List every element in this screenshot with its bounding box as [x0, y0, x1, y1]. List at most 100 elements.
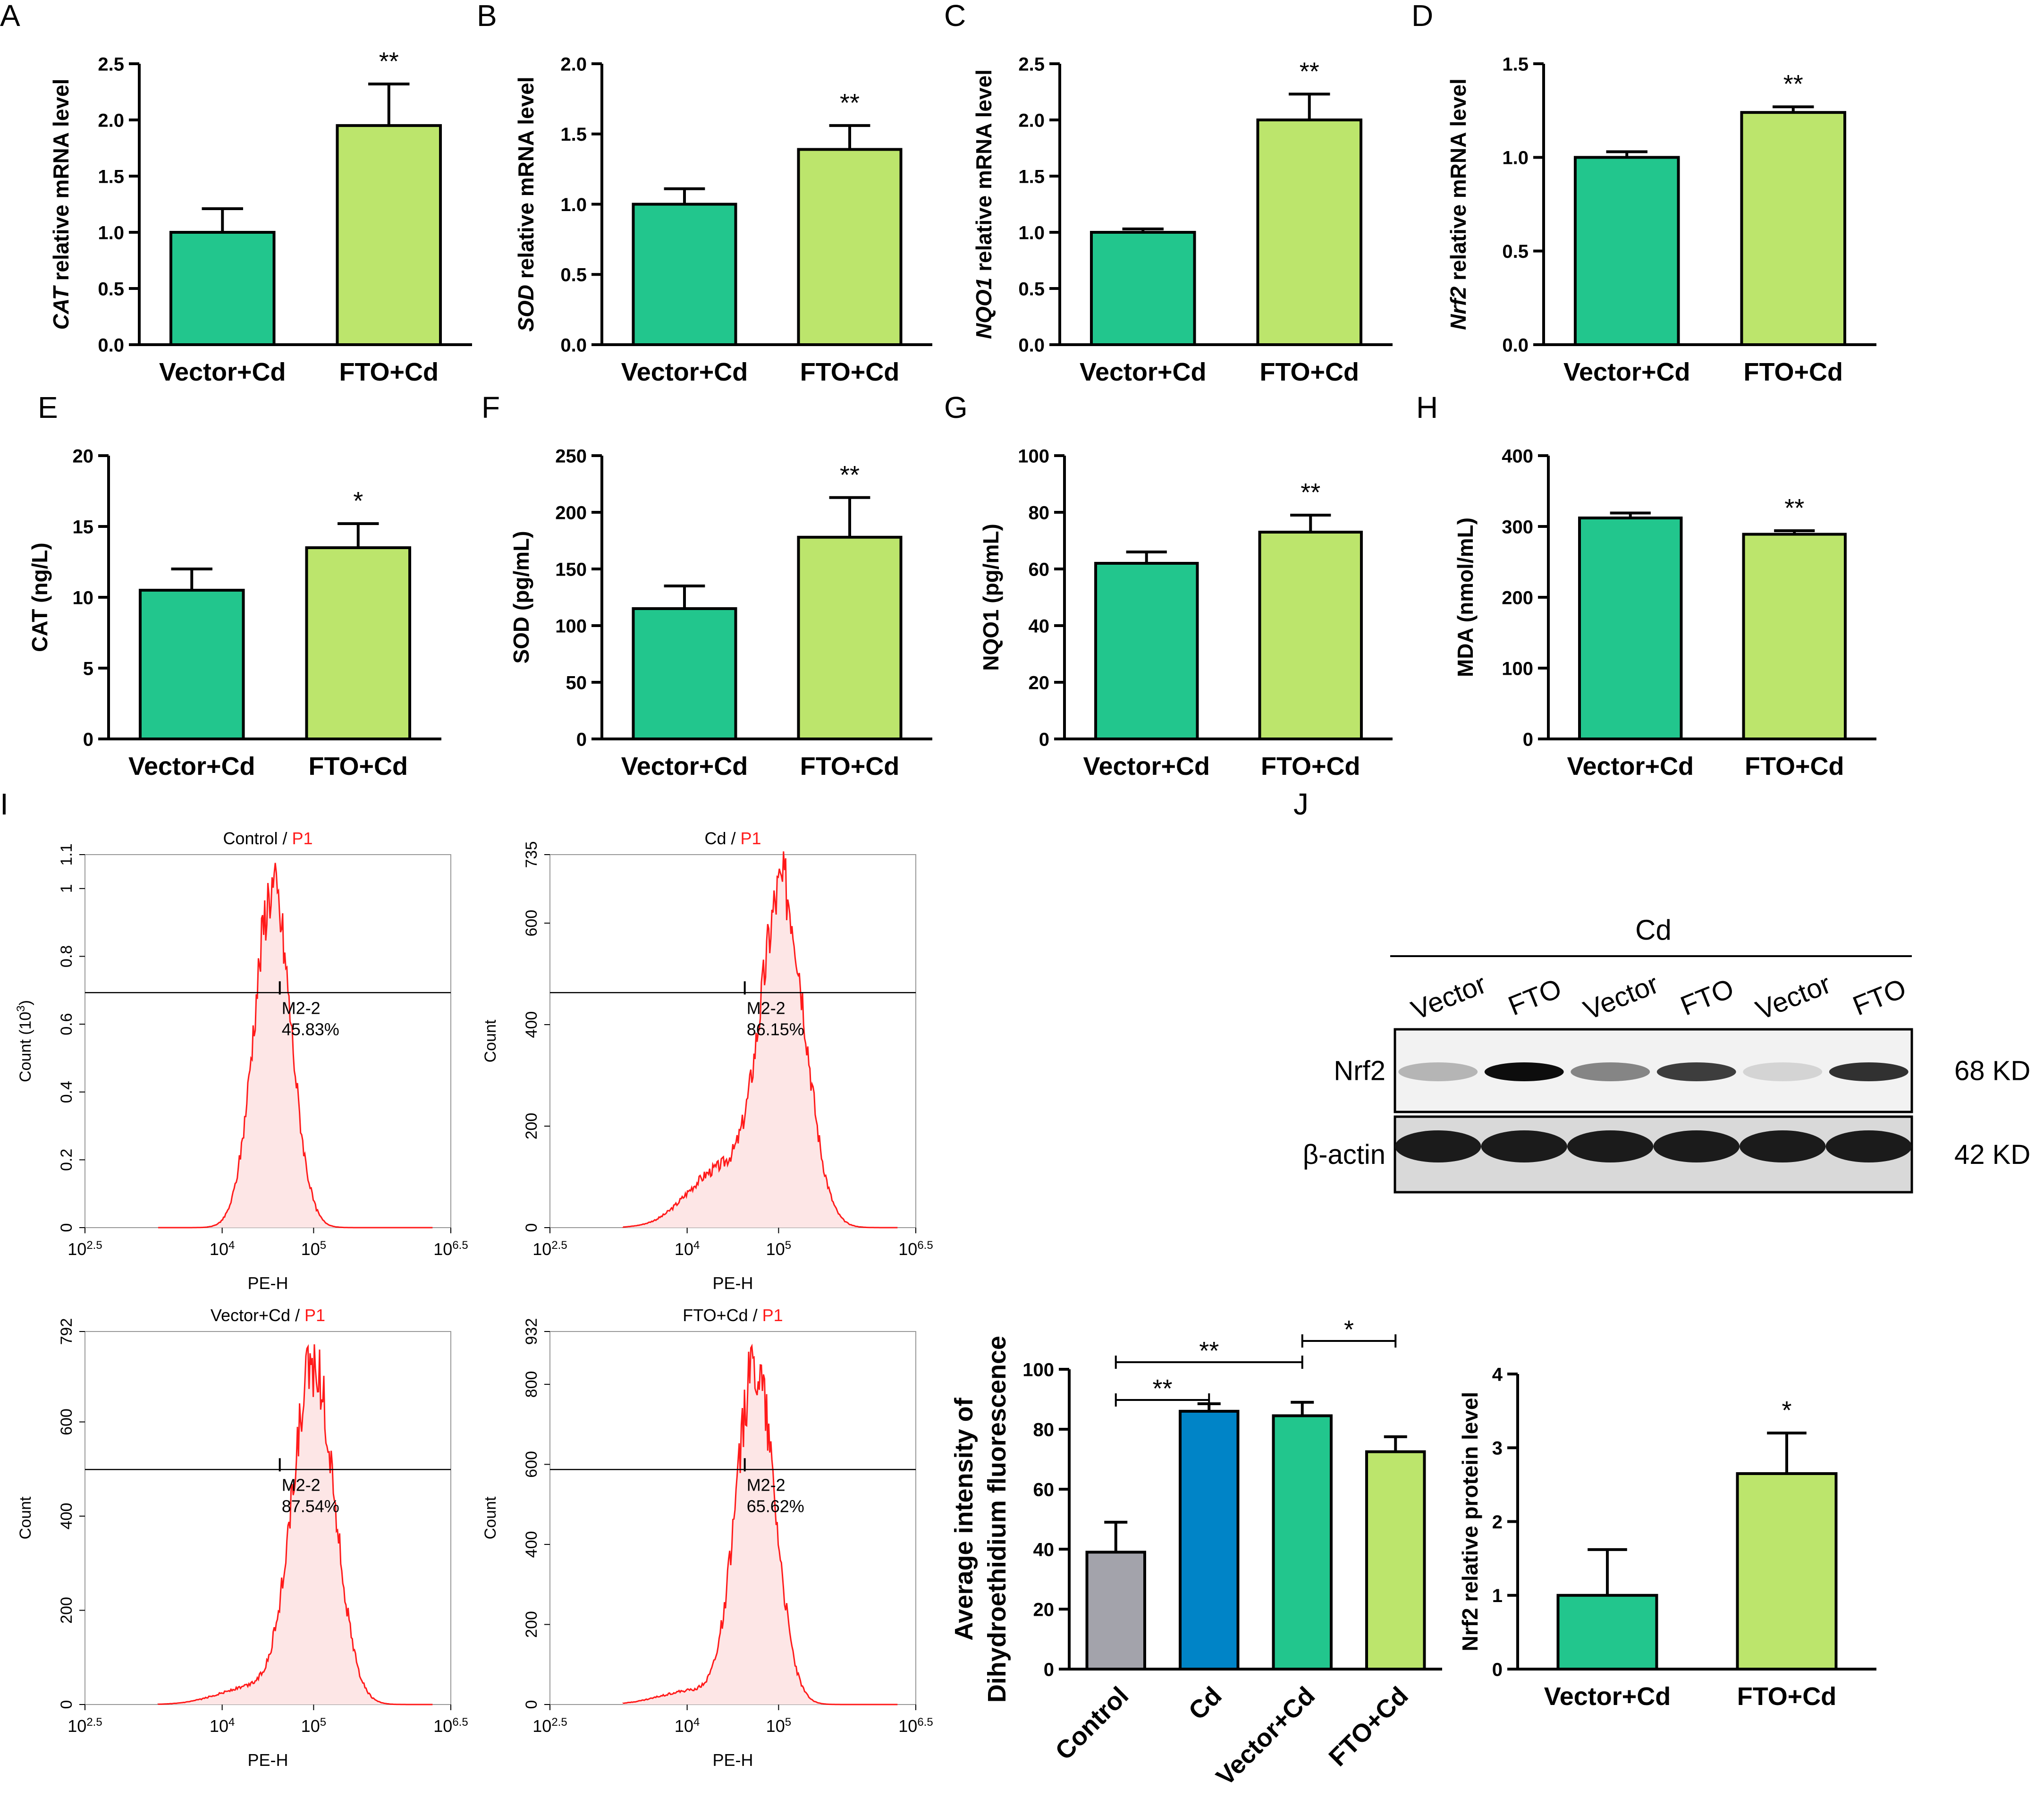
bar [169, 231, 276, 346]
x-tick-exp: 2.5 [551, 1239, 567, 1252]
y-tick-label: 40 [1029, 616, 1050, 636]
y-axis-label-text: Count [481, 1019, 499, 1062]
x-tick-label: FTO+Cd [1737, 1682, 1837, 1711]
y-tick-label: 1.5 [1018, 166, 1045, 187]
x-tick-label: Cd [1183, 1681, 1227, 1725]
x-tick-label: FTO+Cd [1745, 752, 1844, 780]
x-tick-label: Vector+Cd [159, 358, 286, 386]
y-tick-label: 80 [1029, 502, 1050, 523]
y-tick-label: 80 [1033, 1419, 1055, 1440]
x-tick-base: 10 [766, 1239, 785, 1259]
x-tick-label: 106.5 [433, 1239, 468, 1259]
blot-size-label: 68 KD [1954, 1056, 2030, 1086]
blot-band [1484, 1062, 1564, 1081]
y-axis-label-text: Count [17, 1496, 34, 1539]
x-tick-base: 10 [675, 1239, 693, 1259]
x-tick-label: 106.5 [898, 1716, 933, 1736]
y-axis-label-text: relative mRNA level [1446, 78, 1470, 287]
y-tick-label: 250 [555, 446, 587, 466]
histogram-line [622, 851, 898, 1229]
y-tick-label: 600 [58, 1408, 76, 1435]
y-axis-label: NQO1 relative mRNA level [971, 69, 996, 339]
blot-membrane [1394, 1028, 1913, 1113]
x-tick-base: 10 [68, 1239, 86, 1259]
histogram-fill [623, 851, 898, 1228]
bar [305, 546, 412, 740]
histogram-title-sample: Vector+Cd / [211, 1306, 304, 1325]
panel-letter-I: I [0, 787, 8, 821]
x-tick-label: FTO+Cd [800, 752, 900, 780]
y-tick-label: 0 [523, 1700, 541, 1709]
x-tick-exp: 5 [785, 1239, 791, 1252]
blot-band [1571, 1062, 1650, 1081]
x-tick-label: Vector+Cd [1567, 752, 1694, 780]
bar [1578, 517, 1683, 740]
gate-percent: 87.54% [282, 1496, 339, 1516]
blot-lane-label: FTO [1504, 973, 1566, 1021]
y-tick-label: 0.6 [58, 1013, 76, 1035]
panel-letter-A: A [0, 0, 20, 33]
y-axis-label: Count [481, 1019, 499, 1062]
y-tick-label: 2 [1492, 1512, 1503, 1533]
blot-band [1829, 1062, 1909, 1081]
plot-frame [84, 1331, 451, 1705]
x-tick-exp: 4 [693, 1716, 700, 1729]
x-tick-exp: 2.5 [86, 1239, 102, 1252]
panel-letter-D: D [1411, 0, 1433, 33]
y-tick-label: 0 [1039, 729, 1049, 750]
y-tick-label: 3 [1492, 1438, 1503, 1459]
y-axis-label: Nrf2 relative protein level [1458, 1392, 1482, 1652]
y-tick-label: 0 [58, 1700, 76, 1709]
x-tick-base: 10 [898, 1716, 917, 1736]
y-tick-label: 50 [566, 672, 587, 693]
x-tick-base: 10 [210, 1716, 228, 1736]
bar [1258, 531, 1363, 740]
y-tick-label: 20 [73, 446, 94, 466]
x-axis-label: PE-H [712, 1273, 753, 1293]
x-tick-base: 10 [301, 1716, 320, 1736]
gate-percent: 65.62% [747, 1496, 804, 1516]
gate-label: M2-2 [282, 1475, 321, 1494]
bar [797, 148, 903, 346]
chart-NRF2P: 0 1 2 3 4 Vector+Cd FTO+Cd * Nrf2 relative prote… [1458, 1364, 1876, 1711]
bar [336, 124, 442, 346]
y-tick-label: 100 [1018, 446, 1049, 466]
x-tick-label: 104 [675, 1239, 700, 1259]
x-tick-base: 10 [898, 1239, 917, 1259]
x-tick-label: Vector+Cd [128, 752, 255, 780]
y-tick-label: 20 [1029, 672, 1050, 693]
y-axis-label-text: Count [481, 1496, 499, 1539]
histogram-fill [623, 1346, 898, 1705]
bar [1573, 156, 1680, 346]
y-tick-label: 0.5 [98, 279, 124, 299]
y-tick-label: 0.0 [1018, 335, 1045, 356]
x-tick-label: 105 [766, 1716, 791, 1736]
y-tick-label: 600 [523, 1451, 541, 1478]
histogram-title-sample: Cd / [704, 829, 740, 848]
bar [797, 535, 903, 741]
x-tick-label: Vector+Cd [1211, 1681, 1320, 1791]
y-tick-label: 200 [523, 1611, 541, 1638]
x-axis-label: PE-H [247, 1273, 288, 1293]
y-axis-label: Nrf2 relative mRNA level [1446, 78, 1470, 330]
x-tick-label: Vector+Cd [1544, 1682, 1671, 1711]
histogram-fill [158, 1344, 433, 1705]
histogram-title-gate: P1 [304, 1306, 325, 1325]
histogram-line [158, 863, 433, 1229]
y-tick-label: 0.5 [1502, 241, 1529, 262]
x-tick-label: 104 [675, 1716, 700, 1736]
x-tick-exp: 6.5 [452, 1716, 468, 1729]
x-tick-label: 102.5 [68, 1239, 102, 1259]
histogram-fill [158, 863, 433, 1228]
y-tick-label: 200 [555, 502, 587, 523]
significance-label: * [353, 487, 363, 515]
x-tick-label: Vector+Cd [621, 752, 748, 780]
bar [1094, 562, 1199, 740]
x-tick-exp: 6.5 [452, 1239, 468, 1252]
blot-band [1656, 1062, 1736, 1081]
y-tick-label: 1.5 [98, 166, 124, 187]
x-tick-base: 10 [433, 1716, 452, 1736]
y-tick-label: 2.0 [560, 54, 587, 75]
y-tick-label: 100 [1022, 1359, 1054, 1380]
